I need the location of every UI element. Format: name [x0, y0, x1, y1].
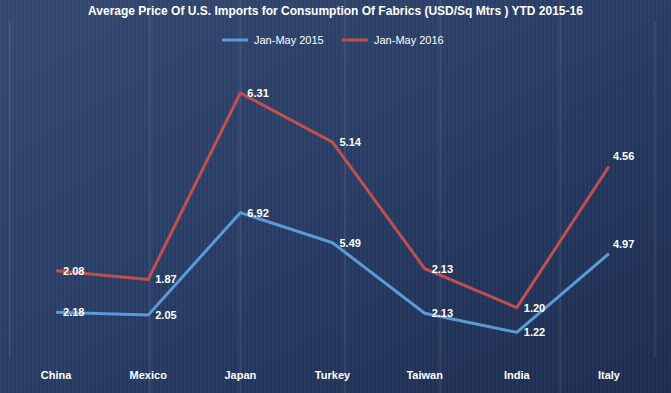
data-label: 2.18	[63, 306, 84, 318]
data-label: 5.49	[340, 237, 361, 249]
x-tick-label: Japan	[224, 369, 256, 381]
x-tick-label: Mexico	[130, 369, 168, 381]
x-tick-label: Taiwan	[406, 369, 443, 381]
series-line	[56, 93, 609, 308]
data-label: 1.22	[524, 326, 545, 338]
x-tick-label: Italy	[598, 369, 621, 381]
x-tick-label: India	[504, 369, 531, 381]
data-label: 6.31	[247, 87, 268, 99]
chart-svg: Average Price Of U.S. Imports for Consum…	[0, 0, 671, 393]
x-tick-label: China	[41, 369, 72, 381]
series-line	[56, 213, 609, 333]
texture-seam	[559, 0, 562, 393]
data-label: 1.87	[155, 273, 176, 285]
background-texture	[0, 0, 671, 393]
texture-seam	[344, 0, 347, 393]
x-tick-label: Turkey	[315, 369, 351, 381]
data-label: 2.05	[155, 309, 176, 321]
texture-seam	[239, 0, 242, 393]
data-label: 5.14	[340, 136, 362, 148]
data-label: 2.13	[432, 307, 453, 319]
y2-axis-line	[655, 22, 656, 358]
legend-swatch	[342, 39, 368, 42]
texture-seam	[439, 0, 442, 393]
data-label: 1.20	[524, 302, 545, 314]
y-axis-line	[10, 22, 11, 358]
background	[0, 0, 671, 393]
plot-area	[56, 93, 609, 332]
data-label: 2.08	[63, 265, 84, 277]
data-label: 6.92	[247, 207, 268, 219]
data-label: 4.56	[613, 150, 634, 162]
legend-label: Jan-May 2015	[254, 34, 324, 46]
data-label: 2.13	[432, 263, 453, 275]
legend-label: Jan-May 2016	[374, 34, 444, 46]
texture-seam	[149, 0, 152, 393]
legend-swatch	[222, 39, 248, 42]
title: Average Price Of U.S. Imports for Consum…	[88, 4, 583, 18]
data-label: 4.97	[613, 238, 634, 250]
chart-container: Average Price Of U.S. Imports for Consum…	[0, 0, 671, 393]
